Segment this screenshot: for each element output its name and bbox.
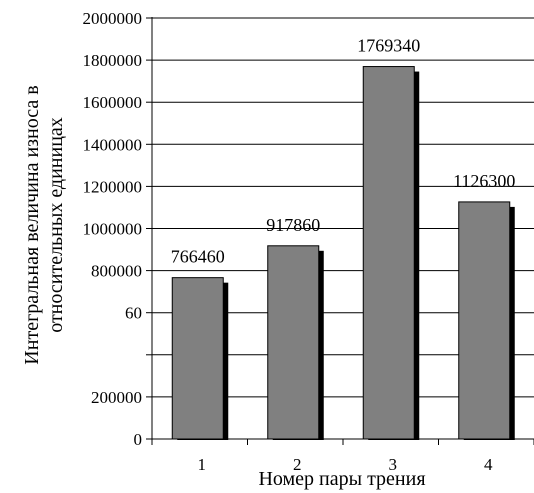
bar (267, 245, 320, 440)
y-tick-label: 1000000 (83, 220, 143, 239)
y-axis-title-line-2: относительных единицах (45, 117, 67, 333)
y-tick-label: 1600000 (83, 93, 143, 112)
data-label: 1126300 (453, 171, 515, 191)
bar (458, 201, 511, 440)
y-axis-title-line-1: Интегральная величина износа в (21, 85, 43, 364)
x-tick-label: 2 (293, 455, 302, 474)
data-label: 766460 (171, 247, 225, 267)
bar (171, 277, 224, 440)
axes (146, 17, 534, 445)
y-tick-label: 1800000 (83, 51, 143, 70)
x-axis-title: Номер пары трения (258, 468, 425, 490)
bar (362, 66, 415, 440)
y-tick-label: 60 (125, 304, 142, 323)
x-tick-labels: 1 2 3 4 (198, 455, 494, 474)
y-tick-label: 0 (134, 430, 143, 449)
y-tick-label: 2000000 (83, 9, 143, 28)
y-axis-title: Интегральная величина износа в относител… (21, 85, 67, 364)
y-tick-label: 800000 (91, 262, 142, 281)
data-labels: 766460 917860 1769340 1126300 (171, 36, 516, 267)
x-tick-label: 3 (389, 455, 398, 474)
y-tick-labels: 0 200000 800000 1000000 1200000 1400000 160000… (83, 9, 143, 449)
data-label: 1769340 (357, 36, 420, 56)
y-tick-label: 200000 (91, 388, 142, 407)
x-tick-label: 1 (198, 455, 207, 474)
x-tick-label: 4 (484, 455, 493, 474)
data-label: 917860 (266, 215, 320, 235)
y-tick-label: 1400000 (83, 135, 143, 154)
y-tick-label: 1200000 (83, 177, 143, 196)
bars (171, 66, 511, 440)
